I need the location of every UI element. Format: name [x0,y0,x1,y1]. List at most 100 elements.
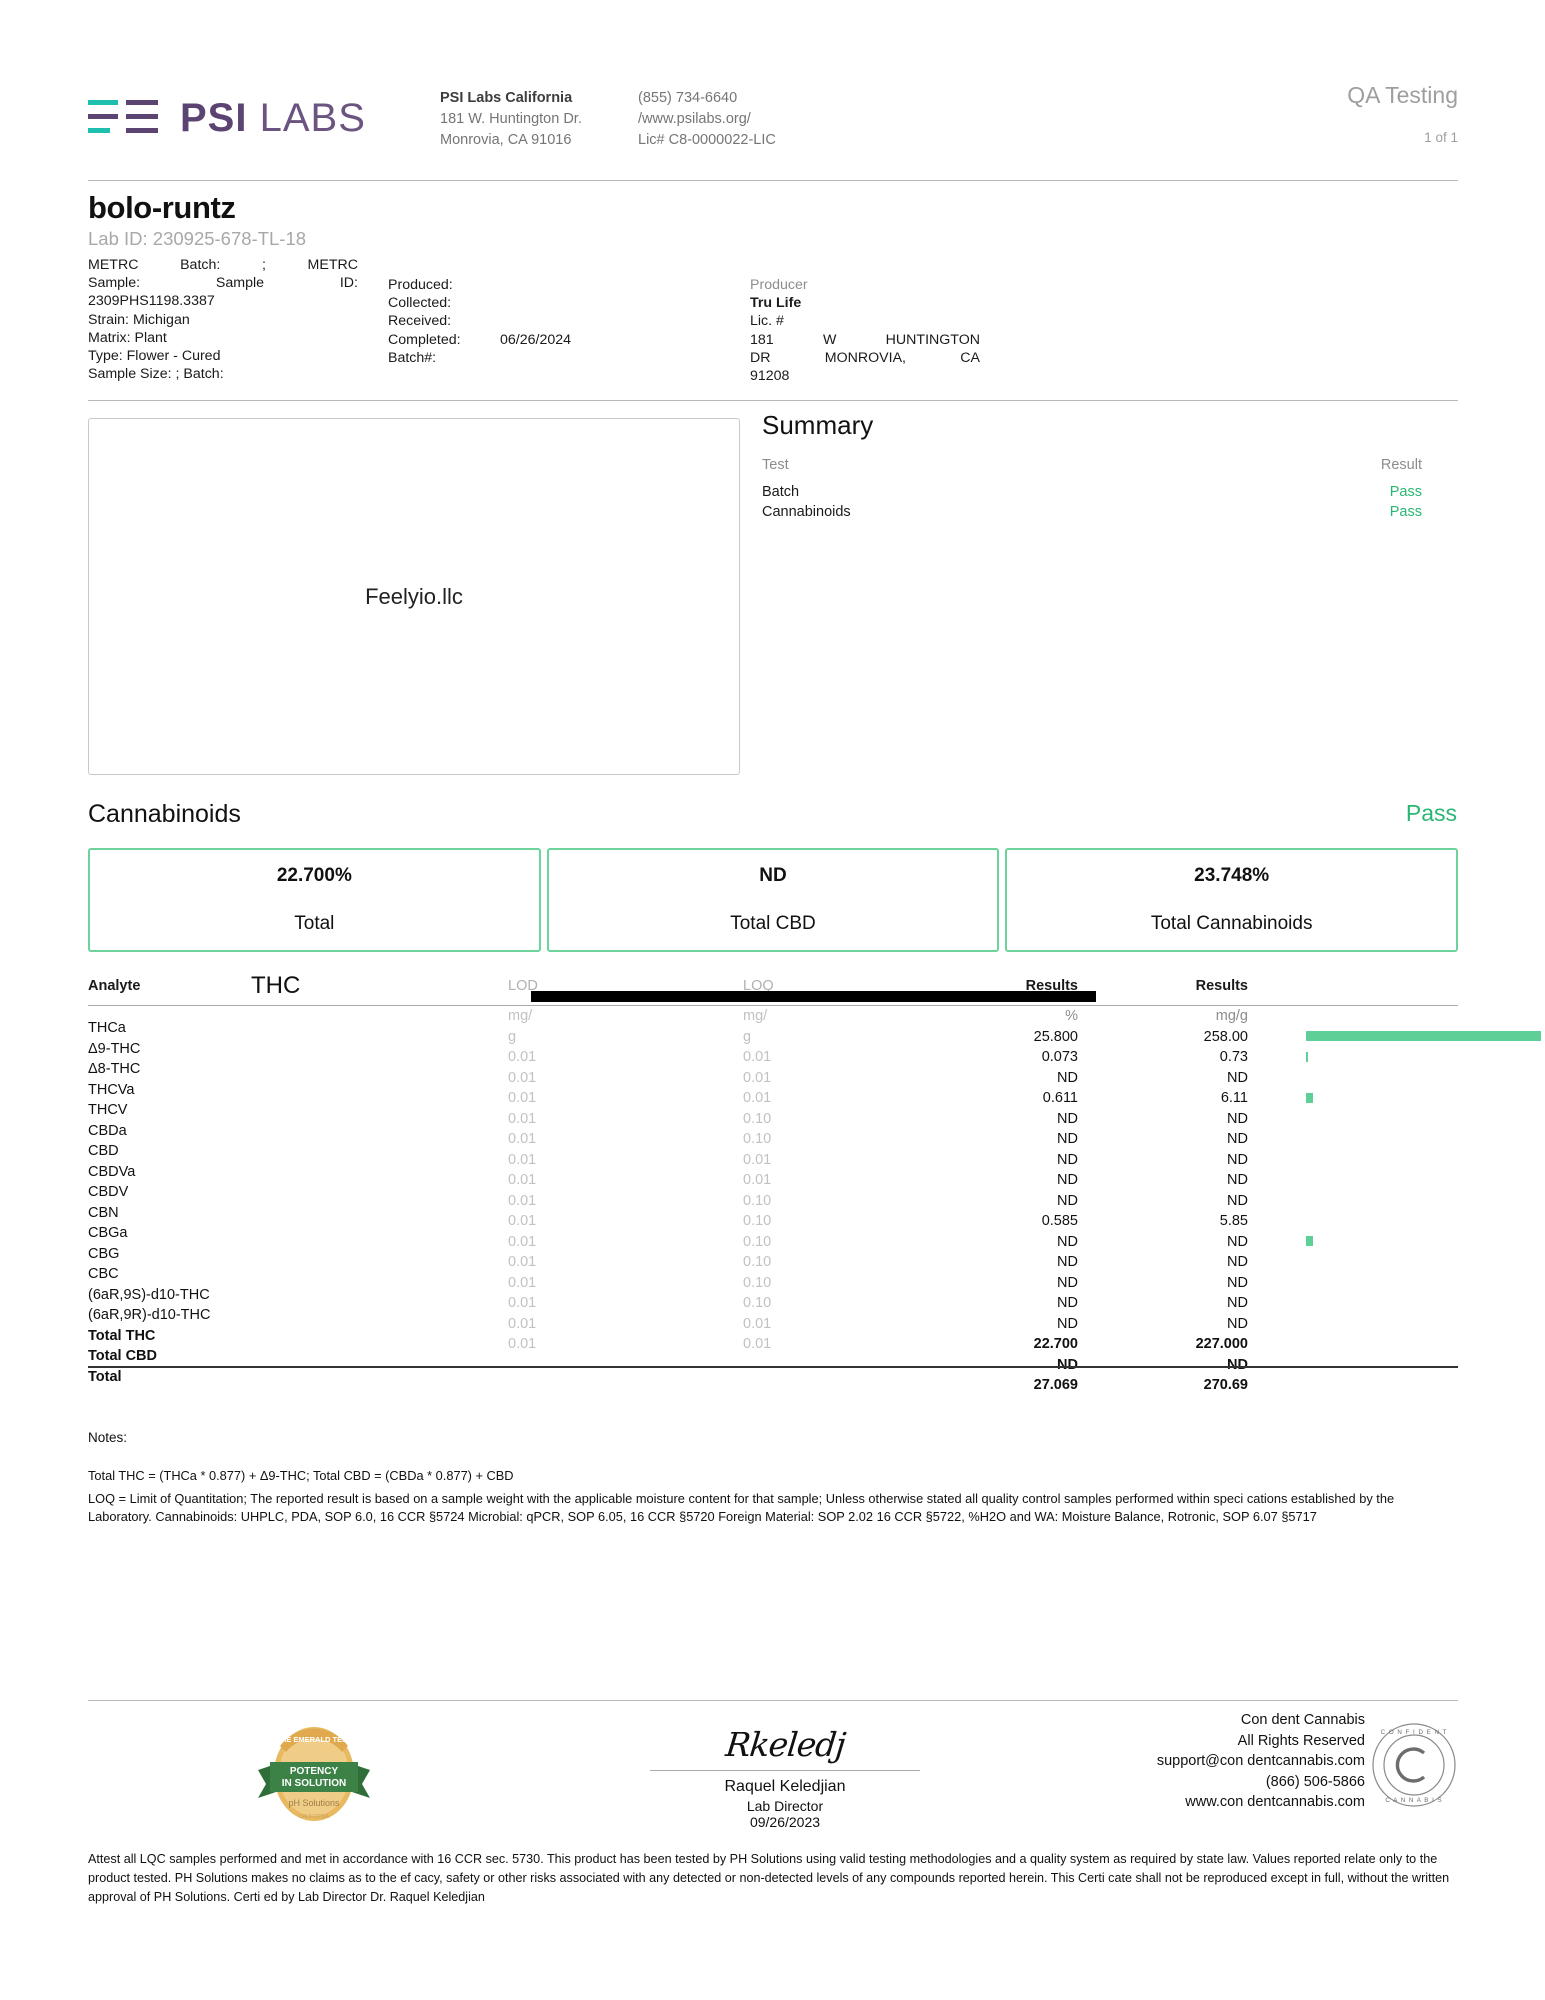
date-row-received: Received: [388,312,618,330]
result-mgg-value: ND [1227,1233,1248,1250]
result-percent-value: ND [1057,1172,1078,1188]
emerald-test-badge-icon: THE EMERALD TEST POTENCY IN SOLUTION pH … [258,1727,370,1821]
result-bar-row [1306,1067,1541,1088]
signature-block: Rkeledj Raquel Keledjian Lab Director 09… [650,1706,920,1830]
lod-value: 0.01 [508,1274,537,1291]
result-percent-value: ND [1057,1131,1078,1147]
table-body: THCa Δ9-THC Δ8-THC THCVa THCV CBDa CBD CBDVa CBD… [88,1006,1541,1393]
result-percent-value: ND [1057,1110,1078,1127]
thc-overlay-label: THC [251,972,301,999]
analyte-name-column: THCa Δ9-THC Δ8-THC THCVa THCV CBDa CBD CBDVa CBD… [88,1018,418,1387]
produced-label: Produced: [388,277,453,293]
metrc-sample-id: 2309PHS1198.3387 [88,293,215,310]
emerald-mid-text1: POTENCY [290,1766,339,1777]
summary-test-batch: Batch [762,483,800,500]
header-analyte: Analyte [88,978,141,994]
header-divider [88,180,1458,181]
lod-value: 0.01 [508,1069,537,1086]
redaction-bar [531,991,1096,1002]
total-cbd-value: ND [759,865,787,886]
analyte-name: CBG [88,1245,120,1262]
summary-header-row: Test Result [762,455,1422,476]
date-row-produced: Produced: [388,276,618,294]
table-header-divider [88,1005,1458,1006]
metrc-batch-line2: Sample: Sample ID: [88,275,358,292]
header-results-percent: Results [1025,978,1078,994]
signature-image: Rkeledj [650,1706,920,1764]
result-percent-value: ND [1057,1295,1078,1311]
psi-labs-logo: PSI LABS [88,96,366,140]
loq-value: 0.01 [743,1315,772,1332]
result-mgg-value: ND [1227,1295,1248,1311]
result-bar-row [1306,1129,1541,1150]
result-bar-row [1306,1231,1541,1252]
result-bar [1306,1051,1309,1062]
analyte-name: Δ9-THC [88,1040,141,1057]
result-bar-row [1306,1149,1541,1170]
analyte-name: CBDa [88,1122,127,1139]
signature-line [650,1770,920,1771]
result-percent-value: 0.073 [1041,1049,1078,1065]
sample-strain: Strain: Michigan [88,311,190,328]
producer-label: Producer [750,277,808,293]
loq-column: mg/g 0.01 0.01 0.01 0.10 0.10 0.01 0.01 0.10 0.10… [743,1006,863,1355]
result-bar-row [1306,1190,1541,1211]
dates-block: Produced: Collected: Received: Completed… [388,276,618,367]
lab-license: Lic# C8-0000022-LIC [638,132,776,149]
analyte-name: THCVa [88,1081,135,1098]
table-header-row: Analyte THC LOD LOQ Results Results [88,972,1458,1004]
lab-website[interactable]: /www.psilabs.org/ [638,111,751,128]
lod-unit-2: g [508,1028,517,1045]
completed-value: 06/26/2024 [500,331,572,348]
result-bar-row [1306,1272,1541,1293]
footer-divider [88,1700,1458,1701]
confident-website[interactable]: www.con dentcannabis.com [1185,1794,1365,1811]
result-bar-row [1306,1211,1541,1232]
header-results-mgg: Results [1195,978,1248,994]
header-loq: LOQ [743,978,774,994]
result-bar-row [1306,1088,1541,1109]
lod-value: 0.01 [508,1131,537,1147]
result-bar-row [1306,1293,1541,1314]
result-percent-value: ND [1057,1274,1078,1291]
loq-value: 0.01 [743,1336,772,1352]
cannabinoids-status-badge: Pass [1405,800,1457,826]
signature-date: 09/26/2023 [749,1814,821,1830]
lod-value: 0.01 [508,1192,537,1209]
result-bar-row [1306,1047,1541,1068]
result-mgg-value: ND [1227,1110,1248,1127]
results-mgg-column: mg/g 258.00 0.73 ND 6.11 ND ND ND ND ND 5.85 ND ND ND… [1048,1006,1248,1396]
lod-column: mg/g 0.01 0.01 0.01 0.01 0.01 0.01 0.01 0.01 0.01… [508,1006,628,1355]
total-mgg-value: ND [1227,1356,1248,1373]
lab-phone: (855) 734-6640 [638,90,738,106]
collected-label: Collected: [388,295,452,312]
summary-row-batch: Batch Pass [762,482,1422,503]
total-percent-value: ND [1057,1356,1078,1373]
total-mgg-value: 270.69 [1203,1377,1248,1393]
result-mgg-value: ND [1227,1069,1248,1086]
result-bar-row [1306,1170,1541,1191]
total-cannabinoids-value: 23.748% [1194,865,1270,886]
total-cannabinoids-label: Total Cannabinoids [1150,913,1313,934]
producer-license: Lic. # [750,313,784,330]
notes-section: Notes: Total THC = (THCa * 0.877) + Δ9-T… [88,1430,1458,1526]
received-label: Received: [388,313,452,330]
cannabinoids-summary-boxes: 22.700% Total ND Total CBD 23.748% Total… [88,848,1459,952]
result-bar [1306,1031,1541,1042]
batch-label: Batch#: [388,349,437,366]
result-mgg-value: ND [1227,1151,1248,1168]
lod-value: 0.01 [508,1090,537,1106]
signature-script: Rkeledj [723,1725,847,1764]
result-percent-value: ND [1057,1315,1078,1332]
confident-email[interactable]: support@con dentcannabis.com [1156,1753,1365,1770]
lod-value: 0.01 [508,1254,537,1270]
confident-cannabis-seal-icon: C O N F I D E N T C A N N A B I S [1372,1723,1456,1807]
result-percent-value: ND [1057,1192,1078,1209]
total-thc-label: Total [294,913,335,934]
analyte-name: THCV [88,1102,128,1118]
loq-value: 0.10 [743,1192,772,1209]
lod-unit-1: mg/ [508,1008,533,1024]
result-mgg-value: 258.00 [1203,1028,1248,1045]
producer-block: Producer Tru Life Lic. # 181 W HUNTINGTO… [750,276,980,385]
